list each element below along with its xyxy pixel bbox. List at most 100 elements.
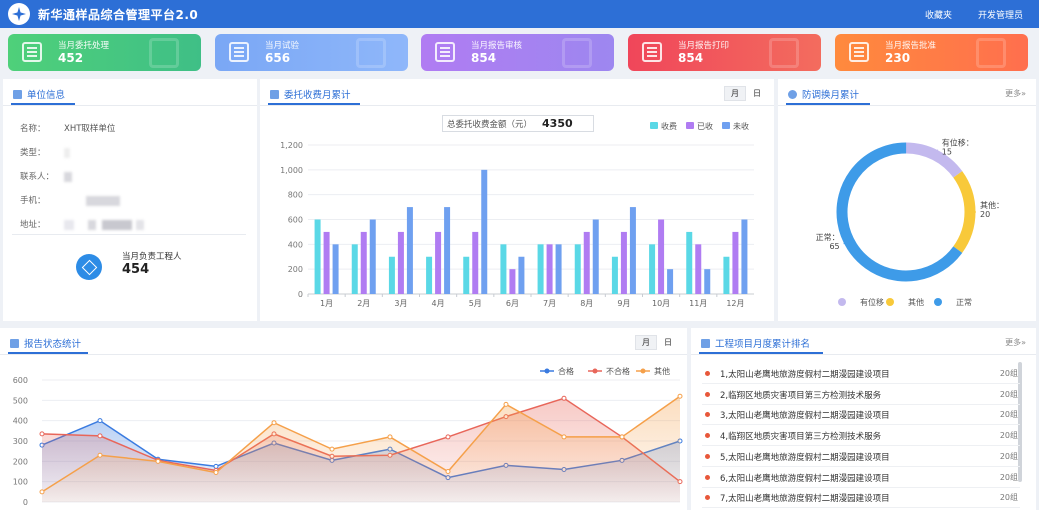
- stat-card[interactable]: 当月报告批准 230: [835, 34, 1028, 71]
- x-tick-label: 9月: [617, 299, 630, 308]
- data-point: [445, 469, 451, 474]
- fee-toggle-day[interactable]: 日: [753, 89, 761, 98]
- data-point: [39, 431, 45, 437]
- app-logo-icon[interactable]: [8, 3, 30, 25]
- slice-label: 15: [942, 148, 952, 157]
- legend-label: 不合格: [606, 366, 630, 376]
- favorites-link[interactable]: 收藏夹: [924, 10, 952, 21]
- stat-label: 当月报告批准: [885, 41, 937, 51]
- fee-toggle-month[interactable]: 月: [724, 86, 746, 101]
- stat-value: 854: [678, 51, 704, 65]
- bar: [369, 219, 376, 294]
- ranking-item[interactable]: 1,太阳山老鹰地旅游度假村二期漫园建设项目 20组: [702, 364, 1020, 384]
- bar: [537, 244, 544, 294]
- stat-card[interactable]: 当月报告审核 854: [421, 34, 614, 71]
- bar: [686, 231, 693, 294]
- bar: [611, 256, 618, 294]
- data-point: [677, 393, 683, 399]
- ranking-item-name: 2,临翔区地质灾害项目第三方检测技术服务: [720, 390, 882, 401]
- bullet-icon: [705, 412, 710, 418]
- ranking-more-link[interactable]: 更多»: [1005, 338, 1026, 347]
- y-tick-label: 400: [288, 240, 303, 249]
- stat-label: 当月试验: [265, 41, 300, 51]
- bullet-icon: [705, 433, 710, 439]
- stat-value: 656: [265, 51, 291, 65]
- unit-phone-row: 手机：: [20, 194, 120, 206]
- user-menu[interactable]: 开发管理员: [977, 10, 1023, 21]
- fee-total-label: 总委托收费金额（元）: [447, 119, 533, 130]
- fee-chart-title: 委托收费月累计: [268, 87, 360, 105]
- bar: [620, 231, 627, 294]
- bar: [629, 207, 636, 294]
- ranking-item[interactable]: 6,太阳山老鹰地旅游度假村二期漫园建设项目 20组: [702, 468, 1020, 488]
- ranking-item[interactable]: 5,太阳山老鹰地旅游度假村二期漫园建设项目 20组: [702, 447, 1020, 467]
- fee-total-box: 总委托收费金额（元） 4350: [442, 115, 594, 132]
- data-point: [213, 470, 219, 476]
- ranking-item-name: 3,太阳山老鹰地旅游度假村二期漫园建设项目: [720, 411, 890, 422]
- document-icon: [13, 89, 22, 99]
- stat-card[interactable]: 当月委托处理 452: [8, 34, 201, 71]
- top-bar: 新华通样品综合管理平台2.0 收藏夹 开发管理员: [0, 0, 1039, 28]
- legend-swatch: [640, 368, 646, 374]
- engineer-value: 454: [122, 262, 150, 277]
- ranking-item-count: 20组: [999, 410, 1018, 420]
- data-point: [97, 418, 103, 424]
- legend-swatch: [722, 122, 730, 129]
- bar: [406, 207, 413, 294]
- legend-swatch: [934, 298, 942, 306]
- unit-address-row: 地址：: [20, 218, 144, 230]
- data-point: [155, 458, 161, 464]
- ranking-item[interactable]: 3,太阳山老鹰地旅游度假村二期漫园建设项目 20组: [702, 405, 1020, 426]
- bar: [314, 219, 321, 294]
- stat-watermark-icon: [149, 38, 179, 68]
- ranking-item[interactable]: 2,临翔区地质灾害项目第三方检测技术服务 20组: [702, 385, 1020, 405]
- legend-label: 有位移: [860, 297, 884, 307]
- x-tick-label: 6月: [506, 299, 519, 308]
- bar: [360, 231, 367, 294]
- bar: [546, 244, 553, 294]
- stat-card[interactable]: 当月报告打印 854: [628, 34, 821, 71]
- y-tick-label: 800: [288, 191, 303, 200]
- bar: [426, 256, 433, 294]
- bar: [555, 244, 562, 294]
- bullet-icon: [705, 371, 710, 376]
- y-tick-label: 1,200: [280, 141, 303, 150]
- ranking-item-name: 6,太阳山老鹰地旅游度假村二期漫园建设项目: [720, 473, 890, 484]
- ranking-item[interactable]: 7,太阳山老鹰地旅游度假村二期漫园建设项目 20组: [702, 488, 1020, 509]
- bar: [463, 256, 470, 294]
- bar: [472, 231, 479, 294]
- bar: [658, 219, 665, 294]
- unit-info-panel: 单位信息: [3, 79, 257, 321]
- legend-label: 收费: [661, 121, 677, 131]
- data-point: [97, 433, 103, 439]
- ranking-scrollbar[interactable]: [1018, 362, 1022, 482]
- report-toggle-month[interactable]: 月: [635, 335, 657, 350]
- report-status-title: 报告状态统计: [8, 336, 88, 354]
- y-tick-label: 500: [13, 396, 28, 405]
- bullet-icon: [705, 391, 710, 397]
- slice-leader-line: [843, 240, 850, 245]
- bullet-icon: [705, 474, 710, 480]
- bar-chart-icon: [701, 338, 710, 348]
- legend-swatch: [650, 122, 658, 129]
- bar: [592, 219, 599, 294]
- fangtiao-more-link[interactable]: 更多»: [1005, 89, 1026, 98]
- bar: [332, 244, 339, 294]
- slice-label: 有位移：: [942, 138, 974, 148]
- ranking-item[interactable]: 4,临翔区地质灾害项目第三方检测技术服务 20组: [702, 426, 1020, 447]
- bar: [444, 207, 451, 294]
- x-tick-label: 8月: [580, 299, 593, 308]
- x-tick-label: 3月: [394, 299, 407, 308]
- data-point: [213, 463, 219, 469]
- legend-swatch: [592, 368, 598, 374]
- slice-label: 正常：: [816, 233, 840, 242]
- stat-icon: [229, 42, 249, 62]
- ranking-item-name: 7,太阳山老鹰地旅游度假村二期漫园建设项目: [720, 494, 890, 505]
- bar: [704, 269, 711, 294]
- stat-card[interactable]: 当月试验 656: [215, 34, 408, 71]
- data-point: [561, 395, 567, 401]
- app-title: 新华通样品综合管理平台2.0: [38, 7, 199, 22]
- unit-contact-row: 联系人：: [20, 170, 72, 182]
- bar: [695, 244, 702, 294]
- report-toggle-day[interactable]: 日: [664, 338, 672, 347]
